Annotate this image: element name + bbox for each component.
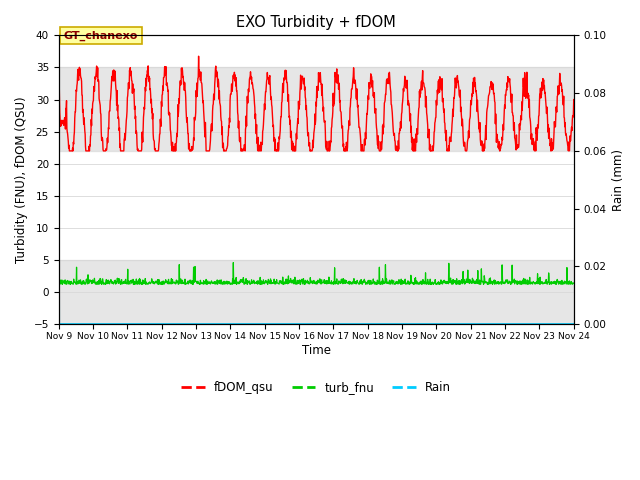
Y-axis label: Turbidity (FNU), fDOM (QSU): Turbidity (FNU), fDOM (QSU) — [15, 96, 28, 263]
Y-axis label: Rain (mm): Rain (mm) — [612, 149, 625, 211]
Bar — [59, 260, 573, 324]
Bar — [59, 67, 573, 151]
Text: GT_chanexo: GT_chanexo — [64, 31, 138, 41]
Title: EXO Turbidity + fDOM: EXO Turbidity + fDOM — [236, 15, 396, 30]
Legend: fDOM_qsu, turb_fnu, Rain: fDOM_qsu, turb_fnu, Rain — [177, 377, 456, 399]
X-axis label: Time: Time — [301, 344, 331, 357]
